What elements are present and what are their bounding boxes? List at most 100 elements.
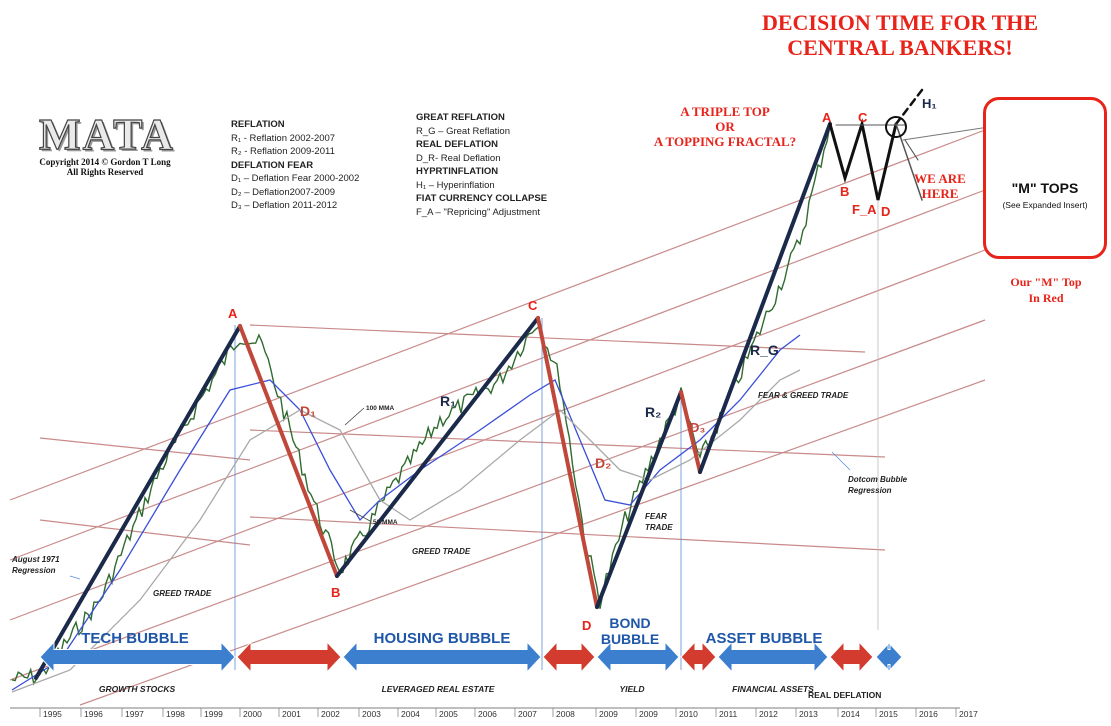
chart-annotation: August 1971 Regression	[11, 555, 60, 575]
legend-right-item: H₁ – Hyperinflation	[416, 179, 495, 191]
channel-line	[39, 519, 251, 546]
ma-50-pointer	[349, 509, 371, 522]
pivot-labels: A B C D A B C D	[228, 110, 890, 633]
legend-right-item: GREAT REFLATION	[416, 112, 505, 123]
annotations: August 1971 Regression Dotcom Bubble Regres…	[11, 391, 908, 598]
pivot-label-c: C	[858, 110, 868, 125]
x-tick-label: 2011	[719, 709, 738, 719]
triple-top-line-3: A TOPPING FRACTAL?	[653, 134, 797, 149]
pivot-label-d: D	[881, 204, 890, 219]
ma-label: 100 MMA	[366, 405, 394, 412]
bubble-label: ASSET BUBBLE	[706, 630, 823, 647]
x-tick-label: 2000	[243, 709, 262, 719]
x-tick-label: 1998	[166, 709, 185, 719]
chart-annotation: GREED TRADE	[153, 589, 212, 598]
bubble-arrow-red	[680, 640, 717, 674]
page-title: DECISION TIME FOR THE CENTRAL BANKERS!	[720, 10, 1080, 60]
m-top-projection	[828, 118, 898, 201]
x-tick-label: 2016	[919, 709, 938, 719]
wave-label: D₁	[300, 403, 316, 419]
bubble-sublabel: FINANCIAL ASSETS	[732, 684, 814, 694]
ma-label: 50 MMA	[373, 519, 398, 526]
bubble-arrow-blue	[596, 640, 680, 674]
regression-channels	[9, 129, 986, 706]
ma-100-line	[11, 369, 801, 693]
x-tick-label: 1996	[84, 709, 103, 719]
title-line-1: DECISION TIME FOR THE	[761, 10, 1039, 35]
price-series-line	[11, 124, 831, 686]
pivot-label-b: B	[331, 585, 340, 600]
bubble-arrow-blue	[875, 640, 903, 674]
x-tick-label: 2008	[556, 709, 575, 719]
legend-left-item: D₃ – Deflation 2011-2012	[231, 200, 338, 211]
copyright-line-2: All Rights Reserved	[66, 167, 144, 177]
x-tick-label: 1997	[125, 709, 144, 719]
wave-up-tech	[34, 324, 242, 680]
channel-line	[9, 319, 986, 681]
wave-label: R_G	[750, 342, 779, 358]
channel-line	[39, 437, 251, 461]
inset-caption: Our "M" Top In Red	[990, 274, 1102, 306]
legend-right-item: D_R- Real Deflation	[416, 152, 501, 164]
legend-right-item: HYPRTINFLATION	[416, 166, 499, 177]
x-tick-label: 1999	[204, 709, 223, 719]
x-tick-label: 2001	[282, 709, 301, 719]
ma-50-line	[11, 334, 801, 691]
wave-up-r1	[335, 316, 540, 578]
inset-caption-line-2: In Red	[1028, 291, 1064, 305]
chart-annotation: GREED TRADE	[412, 547, 471, 556]
vertical-guides	[234, 200, 879, 670]
legend-left-item: R₂ - Reflation 2009-2011	[231, 146, 335, 157]
wave-label: D₃	[690, 420, 705, 435]
pivot-label-b: B	[840, 184, 849, 199]
x-tick-label: 2014	[841, 709, 860, 719]
legend-left-item: REFLATION	[231, 119, 285, 130]
we-are-here-pointer	[904, 139, 919, 161]
mata-logo: MATA Copyright 2014 © Gordon T Long All …	[14, 110, 196, 181]
we-are-line-1: WE ARE	[914, 171, 966, 186]
logo-text: MATA	[38, 110, 175, 159]
chart-annotation: FEAR & GREED TRADE	[758, 391, 849, 400]
triple-top-note: A TRIPLE TOP OR A TOPPING FRACTAL?	[635, 104, 815, 149]
triple-top-line-2: OR	[715, 119, 735, 134]
copyright-notice: Copyright 2014 © Gordon T Long All Right…	[14, 157, 196, 177]
x-axis-ticks: 1995 1996 1997 1998 1999 2000 2001 2002 2003 2004…	[39, 708, 978, 719]
wave-lines	[34, 88, 1036, 680]
triple-top-line-1: A TRIPLE TOP	[680, 104, 770, 119]
x-axis: 1995 1996 1997 1998 1999 2000 2001 2002 2003 2004…	[10, 707, 978, 719]
x-tick-label: 2009	[599, 709, 618, 719]
x-tick-label: 2009	[639, 709, 658, 719]
x-tick-label: 2004	[401, 709, 420, 719]
wave-label: R₁	[440, 393, 456, 409]
bubble-arrow-blue	[39, 640, 236, 674]
m-tops-inset: "M" TOPS (See Expanded Insert)	[983, 97, 1107, 259]
we-are-line-2: HERE	[921, 186, 959, 201]
legend-right: GREAT REFLATION R_G – Great Reflation REAL…	[416, 111, 547, 219]
bubble-sublabel: GROWTH STOCKS	[99, 684, 176, 694]
pivot-label-a: A	[822, 110, 832, 125]
channel-line	[249, 429, 886, 458]
wave-down-d3	[679, 390, 702, 474]
x-tick-label: 2015	[879, 709, 898, 719]
legend-right-item: REAL DEFLATION	[416, 139, 498, 150]
bubble-label: HOUSING BUBBLE	[374, 630, 511, 647]
legend-right-item: F_A – "Repricing" Adjustment	[416, 206, 540, 218]
x-tick-label: 2017	[959, 709, 978, 719]
channel-line	[9, 249, 986, 621]
x-tick-label: 2006	[478, 709, 497, 719]
real-deflation-label: REAL DEFLATION	[808, 690, 881, 700]
pivot-label-d: D	[582, 618, 591, 633]
legend-left-item: R₁ - Reflation 2002-2007	[231, 132, 336, 144]
bubble-label: BOND BUBBLE	[601, 615, 659, 647]
legend-left: REFLATION R₁ - Reflation 2002-2007 R₂ - Re…	[231, 118, 359, 213]
legend-left-item: D₂ – Deflation2007-2009	[231, 186, 336, 198]
ma-100-pointer	[344, 407, 365, 426]
bubble-arrow-blue	[342, 640, 542, 674]
we-are-here-circle	[885, 116, 907, 138]
x-tick-label: 1995	[43, 709, 62, 719]
bubble-label: TECH BUBBLE	[81, 630, 189, 647]
chart-annotation: FEAR TRADE	[645, 512, 673, 532]
wave-label: D₂	[595, 455, 611, 471]
